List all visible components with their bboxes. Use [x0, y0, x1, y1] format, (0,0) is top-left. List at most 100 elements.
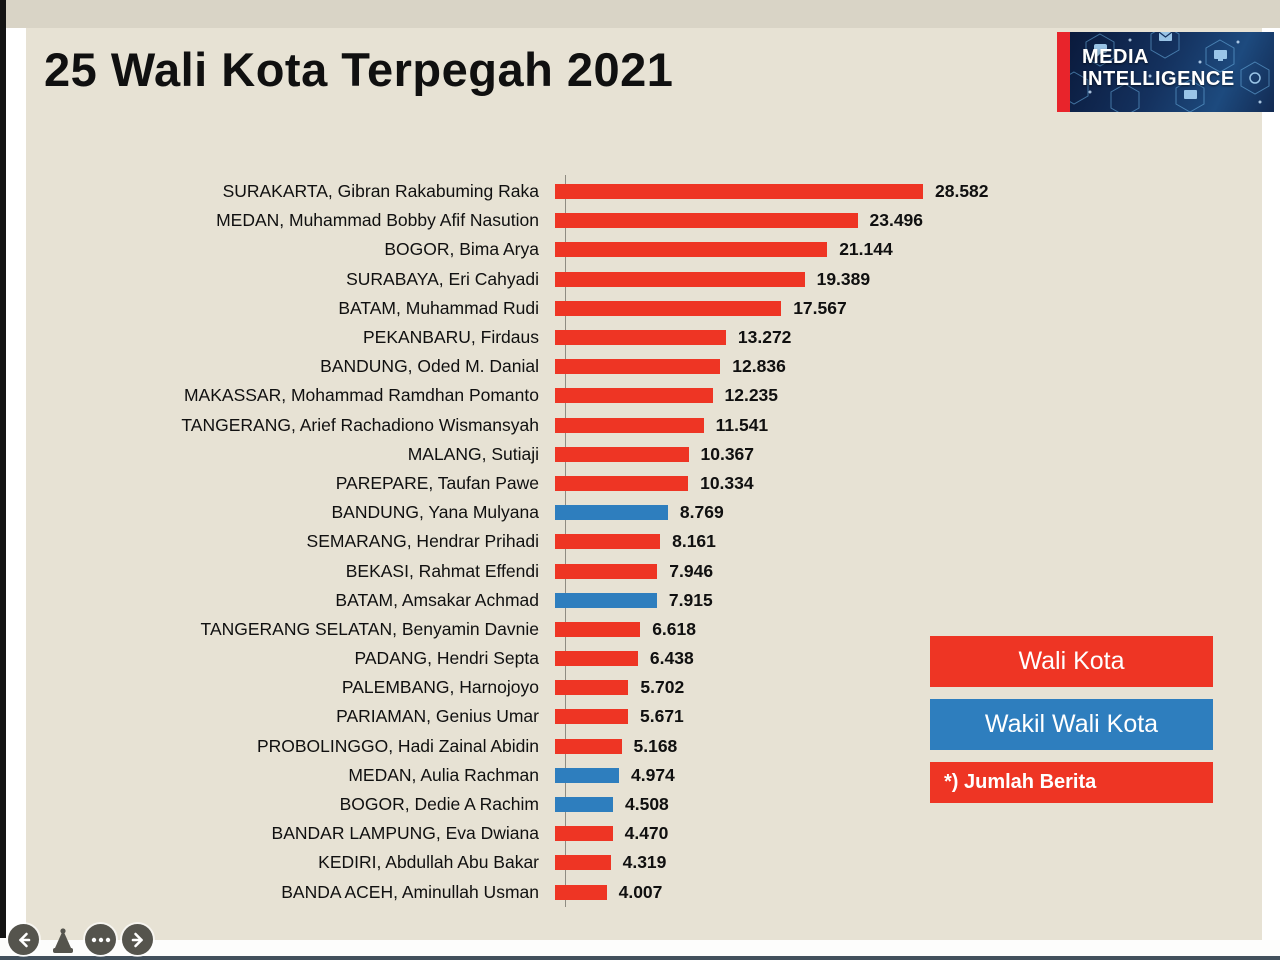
bar [555, 797, 613, 813]
bar-value: 21.144 [839, 239, 893, 260]
bar-value: 4.007 [618, 881, 663, 902]
bar [555, 826, 613, 842]
bar-cell: 21.144 [553, 235, 893, 264]
bar-value: 17.567 [793, 297, 847, 318]
bar-cell: 8.161 [553, 527, 716, 556]
legend-note-label: *) Jumlah Berita [944, 771, 1097, 793]
legend-wakil-wali-kota-label: Wakil Wali Kota [984, 710, 1159, 738]
bar-cell: 6.438 [553, 644, 694, 673]
media-intelligence-logo: MEDIA INTELLIGENCE [1057, 32, 1274, 112]
bar-row: MEDAN, Muhammad Bobby Afif Nasution 23.49… [26, 206, 1262, 235]
bar [555, 388, 713, 404]
bar-value: 4.470 [624, 823, 669, 844]
bar-value: 23.496 [869, 210, 924, 231]
ellipsis-icon [91, 937, 110, 942]
bar-cell: 4.007 [553, 878, 662, 907]
bar-row: PADANG, Hendri Septa 6.438 [26, 644, 1262, 673]
bar-cell: 5.671 [553, 702, 684, 731]
bar-row: SURAKARTA, Gibran Rakabuming Raka 28.582 [26, 177, 1262, 206]
bar-value: 4.974 [631, 764, 675, 785]
legend-wali-kota: Wali Kota [930, 636, 1213, 687]
bar-row: BEKASI, Rahmat Effendi 7.946 [26, 556, 1262, 585]
bar [555, 417, 704, 433]
bar-row: TANGERANG, Arief Rachadiono Wismansyah 11… [26, 411, 1262, 440]
bar-value: 12.836 [732, 356, 786, 377]
bar-label: SURABAYA, Eri Cahyadi [346, 268, 539, 289]
viewer-bottom-edge [0, 956, 1280, 960]
bar-label: BANDA ACEH, Aminullah Usman [281, 881, 539, 902]
bar [555, 475, 689, 491]
bar-label: BATAM, Amsakar Achmad [335, 589, 539, 610]
bar-cell: 10.334 [553, 469, 754, 498]
bar [555, 505, 668, 521]
bar-label: BOGOR, Bima Arya [384, 239, 539, 260]
bar-label: BEKASI, Rahmat Effendi [345, 560, 539, 581]
bar-value: 13.272 [737, 327, 792, 348]
legend-note: *) Jumlah Berita [930, 762, 1213, 803]
more-options-button[interactable] [85, 924, 116, 955]
bar-value: 6.618 [652, 618, 696, 639]
viewer-left-edge [0, 0, 6, 938]
pointer-tool-button[interactable] [47, 924, 78, 955]
bar-value: 19.389 [816, 268, 871, 289]
bar-cell: 28.582 [553, 177, 989, 206]
bar-label: BANDUNG, Oded M. Danial [320, 356, 539, 377]
bar-label: PAREPARE, Taufan Pawe [335, 472, 539, 493]
bar-cell: 12.235 [553, 381, 778, 410]
bar-row: MALANG, Sutiaji 10.367 [26, 440, 1262, 469]
page-title: 25 Wali Kota Terpegah 2021 [44, 43, 674, 96]
bar [555, 621, 641, 637]
bar-label: BANDAR LAMPUNG, Eva Dwiana [271, 823, 539, 844]
bar-row: PARIAMAN, Genius Umar 5.671 [26, 702, 1262, 731]
bar-cell: 11.541 [553, 411, 768, 440]
logo-red-accent-bar [1057, 32, 1070, 112]
bar [555, 300, 782, 316]
bar-row: BATAM, Amsakar Achmad 7.915 [26, 586, 1262, 615]
clock-icon [1249, 72, 1261, 84]
bar [555, 563, 658, 579]
logo-line1: MEDIA [1082, 46, 1149, 68]
bar [555, 446, 689, 462]
bar-rows: SURAKARTA, Gibran Rakabuming Raka 28.582 M… [26, 177, 1262, 907]
bar [555, 184, 923, 200]
legend-wakil-wali-kota: Wakil Wali Kota [930, 699, 1213, 750]
screen-icon [1214, 50, 1227, 59]
bar-value: 7.915 [668, 589, 713, 610]
bar-row: PAREPARE, Taufan Pawe 10.334 [26, 469, 1262, 498]
bar-cell: 8.769 [553, 498, 724, 527]
bar [555, 709, 628, 725]
bar-label: BANDUNG, Yana Mulyana [331, 502, 540, 523]
bar-value: 11.541 [715, 414, 769, 435]
bar-value: 7.946 [669, 560, 714, 581]
logo-line2: INTELLIGENCE [1082, 68, 1235, 90]
bar [555, 767, 619, 783]
bar [555, 213, 858, 229]
bar-label: PROBOLINGGO, Hadi Zainal Abidin [256, 735, 539, 756]
bar [555, 242, 828, 258]
bar-row: KEDIRI, Abdullah Abu Bakar 4.319 [26, 848, 1262, 877]
bar-chart: SURAKARTA, Gibran Rakabuming Raka 28.582 M… [26, 177, 1262, 907]
bar-cell: 4.508 [553, 790, 669, 819]
next-page-button[interactable] [122, 924, 153, 955]
bar-row: BANDUNG, Yana Mulyana 8.769 [26, 498, 1262, 527]
bar-row: MEDAN, Aulia Rachman 4.974 [26, 761, 1262, 790]
bar-label: BATAM, Muhammad Rudi [338, 297, 539, 318]
previous-page-button[interactable] [8, 924, 39, 955]
bar-label: PEKANBARU, Firdaus [362, 327, 539, 348]
bar-value: 5.671 [640, 706, 684, 727]
monitor-icon [1184, 90, 1197, 99]
bar-row: PALEMBANG, Harnojoyo 5.702 [26, 673, 1262, 702]
bar-row: SURABAYA, Eri Cahyadi 19.389 [26, 265, 1262, 294]
bar-value: 5.702 [640, 677, 685, 698]
hexagon-pattern-decoration [1070, 32, 1270, 112]
bar-row: PROBOLINGGO, Hadi Zainal Abidin 5.168 [26, 732, 1262, 761]
bar-value: 10.334 [700, 472, 754, 493]
bar [555, 855, 611, 871]
bar-value: 28.582 [935, 181, 989, 202]
bar-label: MALANG, Sutiaji [407, 443, 539, 464]
bar-cell: 5.168 [553, 732, 677, 761]
bar-cell: 7.915 [553, 586, 713, 615]
bar [555, 884, 607, 900]
cone-pointer-icon [52, 928, 73, 953]
slide: 25 Wali Kota Terpegah 2021 [26, 28, 1274, 940]
